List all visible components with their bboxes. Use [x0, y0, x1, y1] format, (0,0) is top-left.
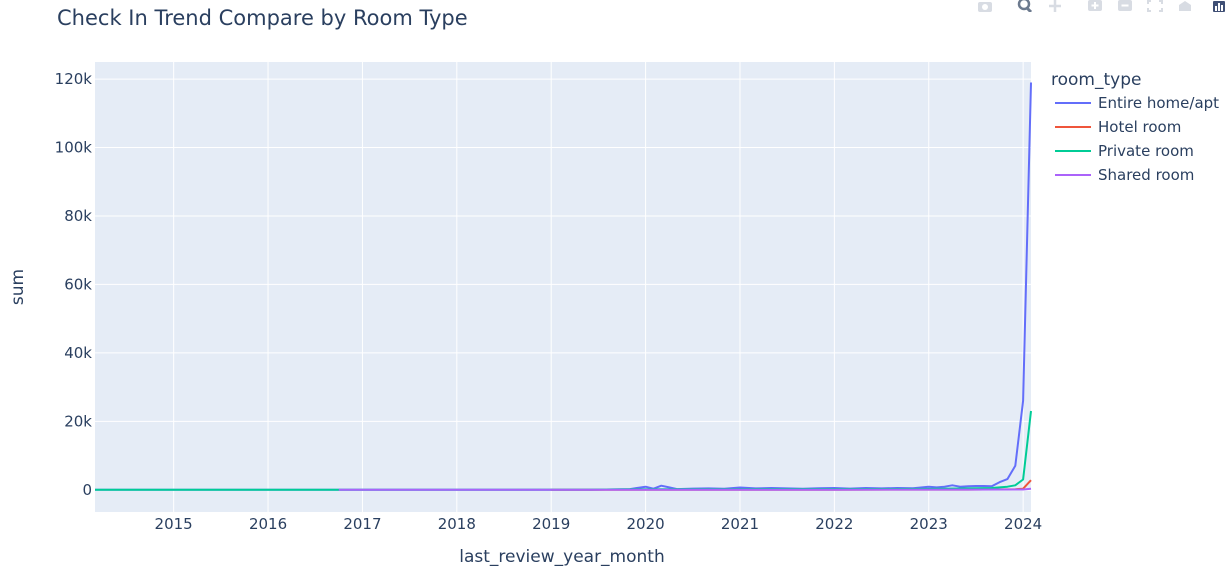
series-line-0 — [95, 82, 1032, 491]
y-axis-title: sum — [8, 269, 28, 305]
x-tick-label: 2020 — [626, 515, 664, 533]
x-axis-ticks: 2015 2016 2017 2018 2019 2020 2021 2022 2023 2024 — [155, 515, 1043, 533]
legend-title: room_type — [1051, 70, 1141, 90]
x-tick-label: 2024 — [1004, 515, 1042, 533]
y-tick-label: 40k — [64, 344, 92, 362]
y-tick-label: 100k — [55, 139, 93, 157]
legend: room_type Entire home/apt Hotel room Priva… — [1051, 70, 1219, 184]
y-tick-label: 120k — [55, 70, 93, 88]
legend-item-label: Entire home/apt — [1098, 94, 1219, 112]
x-tick-label: 2015 — [155, 515, 193, 533]
x-tick-label: 2023 — [910, 515, 948, 533]
pan-icon[interactable] — [1046, 0, 1064, 12]
x-tick-label: 2016 — [249, 515, 287, 533]
x-tick-label: 2019 — [532, 515, 570, 533]
y-tick-label: 0 — [82, 481, 92, 499]
plotly-logo-icon[interactable] — [1210, 0, 1228, 12]
y-tick-label: 80k — [64, 207, 92, 225]
modebar — [972, 0, 1228, 14]
series-line-3 — [338, 487, 1032, 491]
zoom-in-icon[interactable] — [1086, 0, 1104, 12]
legend-item-label: Private room — [1098, 142, 1194, 160]
zoom-icon[interactable] — [1016, 0, 1034, 12]
legend-item-label: Shared room — [1098, 166, 1194, 184]
y-tick-label: 20k — [64, 412, 92, 430]
zoom-out-icon[interactable] — [1116, 0, 1134, 12]
x-tick-label: 2021 — [721, 515, 759, 533]
autoscale-icon[interactable] — [1146, 0, 1164, 12]
x-tick-label: 2017 — [343, 515, 381, 533]
x-tick-label: 2018 — [438, 515, 476, 533]
y-tick-label: 60k — [64, 275, 92, 293]
plot-area[interactable] — [95, 62, 1031, 512]
chart-title: Check In Trend Compare by Room Type — [57, 6, 468, 30]
reset-axes-icon[interactable] — [1176, 0, 1194, 12]
legend-item-label: Hotel room — [1098, 118, 1181, 136]
camera-icon[interactable] — [976, 0, 994, 12]
series-lines — [95, 82, 1032, 491]
x-tick-label: 2022 — [815, 515, 853, 533]
y-axis-ticks: 0 20k 40k 60k 80k 100k 120k — [55, 70, 93, 499]
x-axis-title: last_review_year_month — [459, 547, 665, 567]
